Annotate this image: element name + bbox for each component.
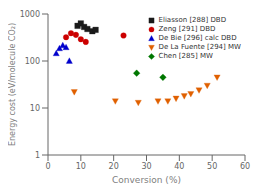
svg-text:Conversion (%): Conversion (%)	[112, 175, 181, 185]
svg-text:50: 50	[207, 162, 217, 171]
html-text:De La Fuente [294] MW: De La Fuente [294] MW	[158, 43, 241, 51]
svg-text:30: 30	[141, 162, 151, 171]
html-text:Zeng [291] DBD: Zeng [291] DBD	[158, 25, 216, 33]
svg-text:0: 0	[45, 162, 50, 171]
html-text:Eliasson [288] DBD: Eliasson [288] DBD	[158, 16, 226, 24]
html-text:Chen [285] MW: Chen [285] MW	[158, 52, 213, 60]
svg-text:10: 10	[30, 104, 40, 113]
html-text:De Bie [296] calc DBD: De Bie [296] calc DBD	[158, 34, 237, 42]
svg-text:100: 100	[25, 57, 40, 66]
svg-text:60: 60	[240, 162, 250, 171]
svg-text:40: 40	[174, 162, 184, 171]
svg-text:10: 10	[76, 162, 86, 171]
svg-text:Energy cost (eV/molecule CO₂): Energy cost (eV/molecule CO₂)	[8, 23, 17, 146]
svg-text:1000: 1000	[20, 10, 40, 19]
svg-text:20: 20	[109, 162, 119, 171]
svg-text:1: 1	[35, 151, 40, 160]
